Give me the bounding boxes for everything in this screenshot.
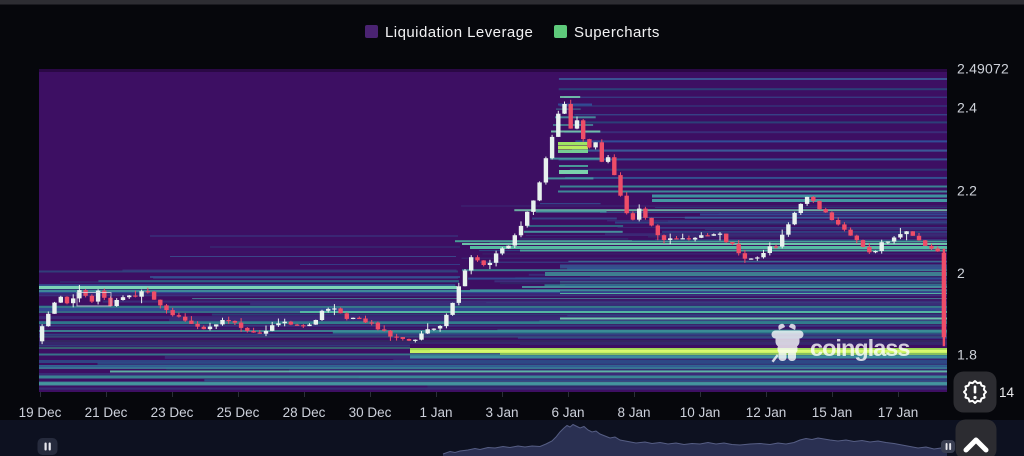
- svg-text:21 Dec: 21 Dec: [85, 405, 128, 420]
- svg-text:2.4: 2.4: [957, 100, 977, 116]
- svg-text:28 Dec: 28 Dec: [283, 405, 326, 420]
- svg-text:15 Jan: 15 Jan: [812, 405, 853, 420]
- svg-text:coinglass: coinglass: [810, 335, 910, 361]
- svg-text:19 Dec: 19 Dec: [19, 405, 62, 420]
- svg-text:25 Dec: 25 Dec: [217, 405, 260, 420]
- svg-text:1 Jan: 1 Jan: [419, 405, 452, 420]
- svg-text:10 Jan: 10 Jan: [680, 405, 721, 420]
- svg-text:30 Dec: 30 Dec: [349, 405, 392, 420]
- svg-text:Liquidation Leverage: Liquidation Leverage: [385, 24, 533, 41]
- svg-text:2.49072: 2.49072: [957, 61, 1009, 77]
- svg-text:14: 14: [999, 385, 1015, 400]
- svg-text:12 Jan: 12 Jan: [746, 405, 787, 420]
- svg-text:17 Jan: 17 Jan: [878, 405, 919, 420]
- svg-text:2: 2: [957, 265, 965, 281]
- svg-text:3 Jan: 3 Jan: [485, 405, 518, 420]
- svg-text:6 Jan: 6 Jan: [551, 405, 584, 420]
- svg-text:Supercharts: Supercharts: [574, 24, 660, 41]
- svg-text:2.2: 2.2: [957, 183, 977, 199]
- svg-text:1.8: 1.8: [957, 347, 977, 363]
- svg-text:8 Jan: 8 Jan: [617, 405, 650, 420]
- svg-text:23 Dec: 23 Dec: [151, 405, 194, 420]
